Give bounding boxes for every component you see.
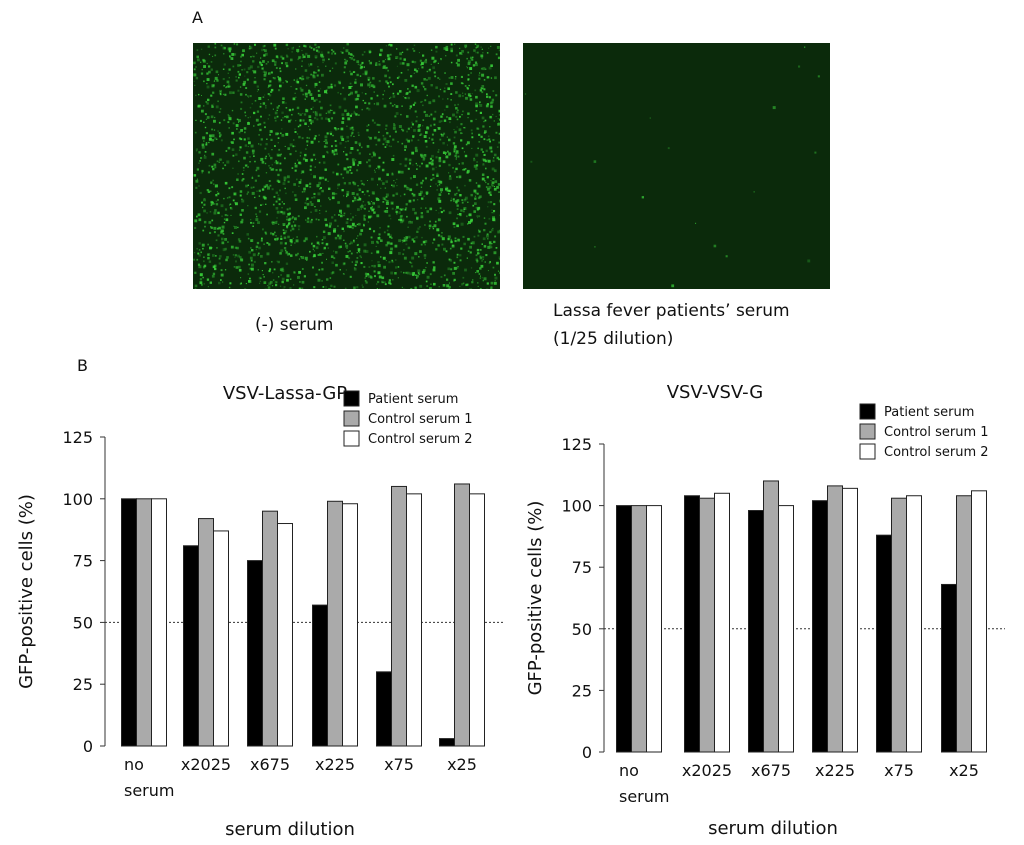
caption-lassa-serum-line1: Lassa fever patients’ serum (553, 301, 790, 321)
bar-control-serum-2 (906, 495, 922, 753)
x-tick-label: x75 (384, 755, 414, 774)
y-tick-label: 100 (62, 490, 93, 509)
x-tick-label: x2025 (181, 755, 231, 774)
y-tick-label: 50 (73, 613, 93, 632)
x-tick-label: x225 (815, 761, 855, 780)
legend-label-control-serum-2: Control serum 2 (368, 432, 473, 447)
bar-control-serum-1 (763, 480, 779, 753)
x-tick-label: no (619, 761, 639, 780)
y-tick-label: 125 (561, 435, 592, 454)
bar-control-serum-1 (891, 497, 907, 753)
panel-a-label: A (192, 8, 203, 27)
bar-control-serum-2 (842, 487, 858, 753)
bar-control-serum-2 (714, 492, 730, 753)
x-tick-label: x25 (447, 755, 477, 774)
x-tick-label: serum (124, 781, 174, 800)
bar-control-serum-1 (391, 485, 407, 747)
bar-control-serum-2 (342, 503, 358, 747)
microscopy-image-lassa-serum (523, 43, 830, 289)
bar-patient-serum (312, 604, 328, 747)
x-tick-label: x2025 (682, 761, 732, 780)
legend-label-control-serum-2: Control serum 2 (884, 445, 989, 460)
bar-patient-serum (684, 495, 700, 753)
microscopy-image-no-serum (193, 43, 500, 289)
bar-control-serum-2 (971, 490, 987, 753)
bar-patient-serum (376, 671, 392, 747)
bar-control-serum-2 (778, 505, 794, 753)
bar-control-serum-1 (699, 497, 715, 753)
y-tick-label: 75 (572, 558, 592, 577)
bar-patient-serum (247, 560, 263, 747)
bar-patient-serum (941, 583, 957, 753)
bar-control-serum-1 (327, 500, 343, 747)
y-tick-label: 100 (561, 497, 592, 516)
legend-swatch-control-serum-1 (859, 423, 876, 440)
bar-control-serum-1 (198, 518, 214, 747)
bar-control-serum-2 (469, 493, 485, 747)
bar-patient-serum (748, 510, 764, 753)
y-tick-label: 75 (73, 552, 93, 571)
y-tick-label: 0 (582, 743, 592, 762)
legend-swatch-control-serum-1 (343, 410, 360, 427)
bar-patient-serum (616, 505, 632, 753)
x-axis-label: serum dilution (225, 819, 355, 840)
legend-label-patient-serum: Patient serum (368, 392, 458, 407)
legend-swatch-control-serum-2 (343, 430, 360, 447)
y-axis-label: GFP-positive cells (%) (525, 501, 546, 696)
y-tick-label: 25 (73, 675, 93, 694)
x-axis-label: serum dilution (708, 818, 838, 839)
x-tick-label: serum (619, 787, 669, 806)
bar-patient-serum (439, 738, 455, 747)
x-tick-label: x75 (884, 761, 914, 780)
chart-title: VSV-VSV-G (667, 382, 764, 403)
x-tick-label: no (124, 755, 144, 774)
y-tick-label: 125 (62, 428, 93, 447)
caption-no-serum: (-) serum (255, 315, 334, 335)
legend-label-control-serum-1: Control serum 1 (368, 412, 473, 427)
bar-control-serum-1 (956, 495, 972, 753)
legend-swatch-patient-serum (343, 390, 360, 407)
bar-control-serum-1 (136, 498, 152, 747)
caption-lassa-serum-line2: (1/25 dilution) (553, 329, 674, 349)
bar-control-serum-2 (277, 523, 293, 747)
bar-control-serum-2 (406, 493, 422, 747)
legend-swatch-patient-serum (859, 403, 876, 420)
bar-control-serum-2 (151, 498, 167, 747)
x-tick-label: x225 (315, 755, 355, 774)
bar-patient-serum (876, 534, 892, 753)
y-tick-label: 50 (572, 620, 592, 639)
bar-control-serum-2 (646, 505, 662, 753)
x-tick-label: x25 (949, 761, 979, 780)
chart-title: VSV-Lassa-GP (223, 383, 347, 404)
bar-patient-serum (121, 498, 137, 747)
bar-control-serum-1 (827, 485, 843, 753)
chart-vsv-lassa-gp: VSV-Lassa-GP 0 25 50 75 100 125 GFP-positive ce… (16, 383, 505, 840)
legend-label-patient-serum: Patient serum (884, 405, 974, 420)
y-tick-label: 25 (572, 681, 592, 700)
bar-control-serum-1 (454, 483, 470, 747)
panel-b-label: B (77, 356, 88, 375)
legend-swatch-control-serum-2 (859, 443, 876, 460)
bar-control-serum-1 (631, 505, 647, 753)
x-tick-label: x675 (751, 761, 791, 780)
y-tick-label: 0 (83, 737, 93, 756)
bar-control-serum-2 (213, 530, 229, 747)
x-tick-label: x675 (250, 755, 290, 774)
chart-vsv-vsv-g: VSV-VSV-G 0 25 50 75 100 125 GFP-positive cells… (525, 382, 1005, 839)
y-axis-label: GFP-positive cells (%) (16, 494, 37, 689)
bar-control-serum-1 (262, 510, 278, 747)
bar-patient-serum (812, 500, 828, 753)
bar-patient-serum (183, 545, 199, 747)
legend-label-control-serum-1: Control serum 1 (884, 425, 989, 440)
